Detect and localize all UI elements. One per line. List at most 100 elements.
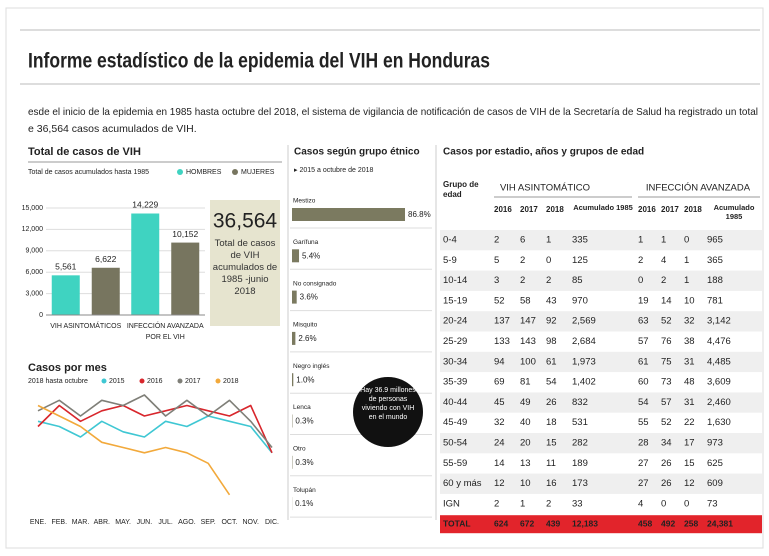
table-cell: 52: [661, 417, 672, 428]
table-cell: 55-59: [443, 458, 467, 469]
legend-swatch: [139, 378, 145, 384]
bar: [292, 373, 294, 387]
table-cell: 1,630: [707, 417, 731, 428]
x-tick-label: JUN.: [137, 519, 153, 526]
table-cell: 1,973: [572, 356, 596, 367]
table-title: Casos por estadio, años y grupos de edad: [443, 147, 644, 158]
value-label: 1.0%: [296, 375, 314, 384]
table-cell: 52: [494, 295, 505, 306]
chart-subtitle: ▸ 2015 a octubre de 2018: [294, 167, 374, 174]
table-cell: 6: [520, 235, 525, 246]
x-tick-label: ABR.: [94, 519, 110, 526]
table-cell: 94: [494, 356, 505, 367]
value-label: 14,229: [132, 200, 158, 210]
chart-subtitle: Total de casos acumulados hasta 1985: [28, 169, 149, 176]
page-title: Informe estadístico de la epidemia del V…: [28, 50, 490, 73]
y-tick-label: 9,000: [25, 248, 43, 255]
table-cell: 0: [684, 235, 689, 246]
bar: [91, 267, 120, 315]
category-label: No consignado: [293, 280, 337, 287]
annotation-box: [210, 200, 280, 326]
table-cell: 4,485: [707, 356, 731, 367]
row-bg: [440, 433, 762, 454]
annotation-value: 36,564: [213, 210, 278, 233]
x-tick-label-box: INFECCIÓN AVANZADA POR EL VIH: [127, 323, 204, 341]
table-cell: 973: [707, 438, 723, 449]
table-cell: 75: [661, 356, 672, 367]
table-cell: 137: [494, 316, 510, 327]
table-cell: 20-24: [443, 316, 467, 327]
annotation-text: Hay 36.9 millones de personas viviendo c…: [360, 387, 416, 421]
y-tick-label: 0: [39, 312, 43, 319]
table-cell: 73: [707, 498, 718, 509]
column-header: 2016: [638, 205, 656, 214]
table-cell: 15: [546, 438, 557, 449]
chart-title: Total de casos de VIH: [28, 146, 141, 158]
table-cell: 1,402: [572, 377, 596, 388]
table-cell: 15: [684, 458, 695, 469]
table-cell: 0: [661, 498, 666, 509]
table-cell: 28: [638, 438, 649, 449]
table-cell: 4,476: [707, 336, 731, 347]
table-cell: 25-29: [443, 336, 467, 347]
category-label: Tolupán: [293, 487, 316, 494]
table-cell: 5-9: [443, 255, 457, 266]
legend-swatch: [101, 378, 107, 384]
series-line: [37, 394, 273, 449]
table-cell: 54: [546, 377, 557, 388]
legend-label: 2018: [223, 378, 239, 385]
legend-label: 2015: [109, 378, 125, 385]
value-label: 0.1%: [295, 499, 313, 508]
table-cell: 2,460: [707, 397, 731, 408]
x-tick-label: FEB.: [51, 519, 67, 526]
total-cell: 24,381: [707, 518, 733, 528]
table-cell: 13: [520, 458, 531, 469]
table-cell: 61: [638, 356, 649, 367]
group-header: INFECCIÓN AVANZADA: [646, 183, 751, 194]
table-cell: 98: [546, 336, 557, 347]
intro-line: e 36,564 casos acumulados de VIH.: [28, 123, 197, 135]
legend-swatch: [215, 378, 221, 384]
table-cell: 34: [661, 438, 672, 449]
table-cell: 1: [520, 498, 525, 509]
value-label: 10,152: [172, 229, 198, 239]
table-cell: 57: [661, 397, 672, 408]
table-cell: 1: [546, 235, 551, 246]
table-cell: 63: [638, 316, 649, 327]
table-cell: 173: [572, 478, 588, 489]
table-cell: 26: [661, 478, 672, 489]
table-cell: 76: [661, 336, 672, 347]
table-cell: 2: [494, 498, 499, 509]
table-cell: 31: [684, 397, 695, 408]
annotation-text-box: Hay 36.9 millones de personas viviendo c…: [360, 387, 416, 421]
table-cell: 2: [546, 498, 551, 509]
table-cell: 100: [520, 356, 536, 367]
total-cell: 672: [520, 518, 534, 528]
table-cell: 18: [546, 417, 557, 428]
value-label: 3.6%: [300, 293, 318, 302]
y-tick-label: 15,000: [22, 205, 44, 212]
table-cell: 22: [684, 417, 695, 428]
table-cell: 14: [661, 295, 672, 306]
table-cell: 15-19: [443, 295, 467, 306]
table-cell: 32: [494, 417, 505, 428]
table-cell: 45-49: [443, 417, 467, 428]
table-cell: 54: [638, 397, 649, 408]
table-cell: 365: [707, 255, 723, 266]
table-cell: 188: [707, 275, 723, 286]
bar: [51, 275, 80, 315]
x-tick-label: JUL.: [158, 519, 172, 526]
legend-label: MUJERES: [241, 169, 275, 176]
row-bg: [440, 351, 762, 373]
table-cell: 4: [638, 498, 643, 509]
table-cell: 3,609: [707, 377, 731, 388]
table-cell: 2,569: [572, 316, 596, 327]
table-cell: 781: [707, 295, 723, 306]
table-cell: 32: [684, 316, 695, 327]
table-cell: 282: [572, 438, 588, 449]
row-bg: [440, 311, 762, 332]
x-tick-label: DIC.: [265, 519, 279, 526]
row-bg: [440, 392, 762, 413]
table-cell: 970: [572, 295, 588, 306]
